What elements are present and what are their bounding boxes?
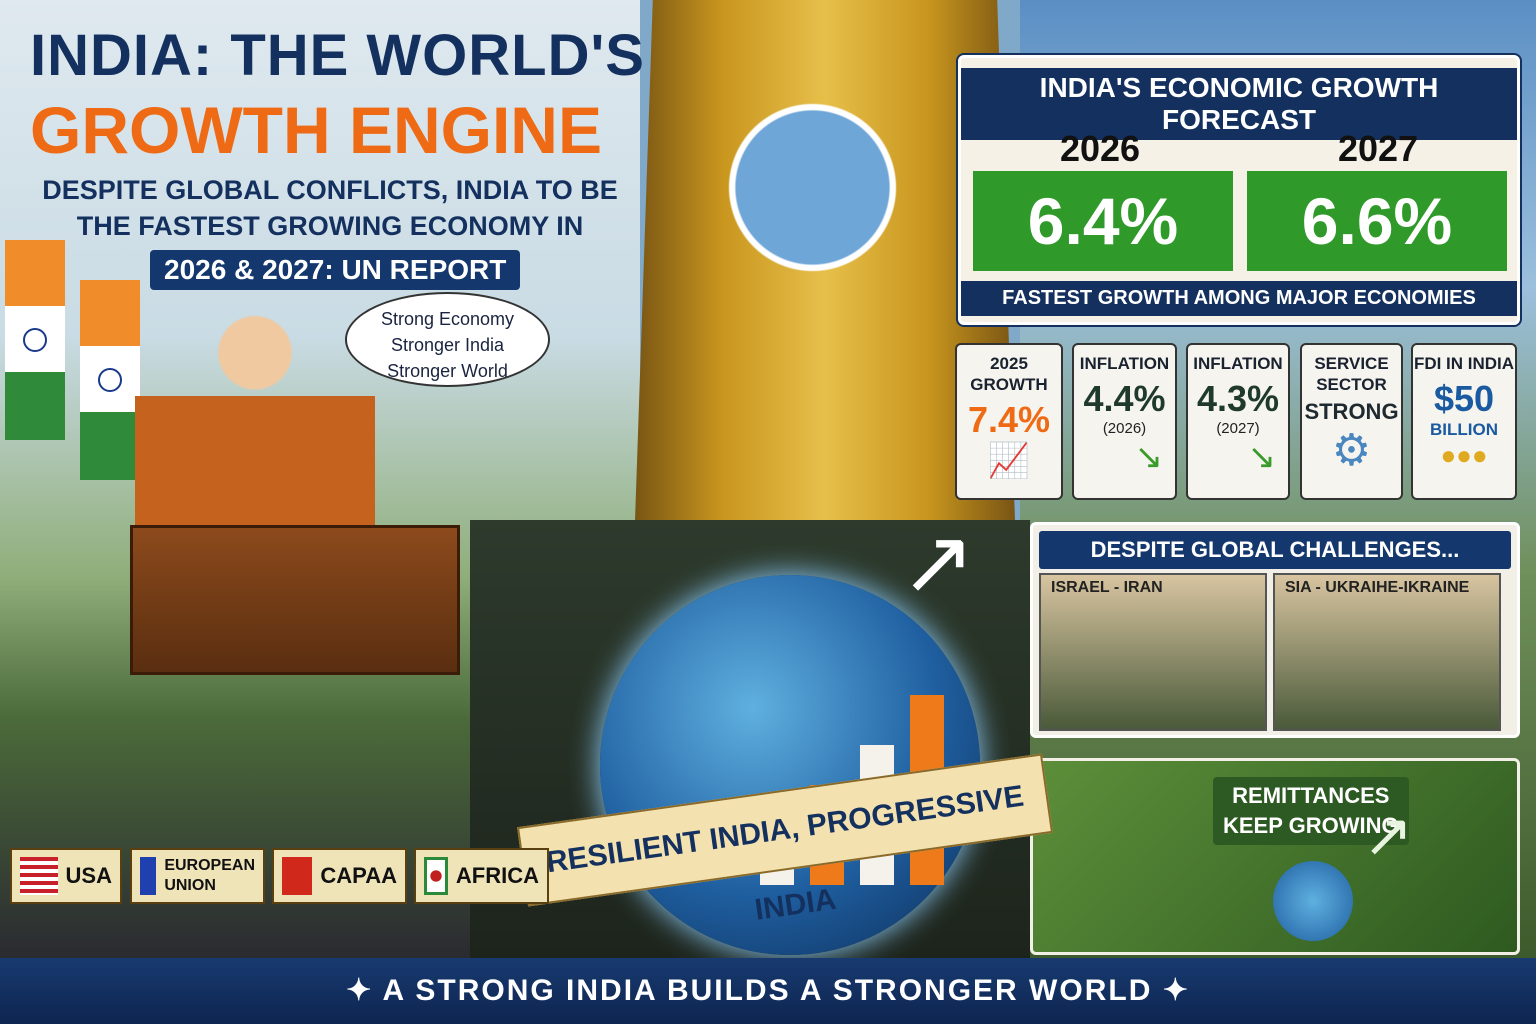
stat-value: 4.4%: [1083, 378, 1166, 419]
arrow-up-icon: ↗: [900, 510, 976, 615]
bubble-line: Stronger World: [387, 361, 508, 381]
subtitle: DESPITE GLOBAL CONFLICTS, INDIA TO BE TH…: [42, 175, 618, 241]
stat-sub: (2026): [1102, 420, 1147, 437]
forecast-footer: FASTEST GROWTH AMONG MAJOR ECONOMIES: [961, 281, 1517, 316]
conflict-scene: ISRAEL - IRAN: [1039, 573, 1267, 731]
flag-icon: [424, 857, 448, 895]
arrow-down-icon: ↘: [1134, 438, 1164, 476]
title-line2: GROWTH ENGINE: [30, 93, 602, 167]
india-flag: [80, 280, 140, 480]
un-emblem: [700, 75, 925, 300]
stat-value: $50: [1433, 378, 1495, 419]
speaker-figure: [135, 300, 375, 540]
stat-heading: SERVICE SECTOR: [1314, 354, 1389, 394]
globe-icon: [1273, 861, 1353, 941]
stat-sub: (2027): [1216, 420, 1260, 437]
bubble-line: Strong Economy: [380, 309, 515, 329]
footer-banner: ✦ A STRONG INDIA BUILDS A STRONGER WORLD…: [0, 958, 1536, 1024]
arrow-up-icon: ↗: [1363, 801, 1414, 871]
forecast-value: 6.6%: [1247, 171, 1507, 271]
remittances-line: REMITTANCES: [1232, 783, 1390, 808]
arrow-down-icon: ↘: [1247, 438, 1277, 476]
stat-card: 2025 GROWTH 7.4% 📈: [955, 343, 1063, 500]
podium: [130, 525, 460, 675]
stat-heading: 2025 GROWTH: [970, 354, 1048, 394]
challenges-title: DESPITE GLOBAL CHALLENGES...: [1039, 531, 1511, 569]
speech-bubble: Strong Economy Stronger India Stronger W…: [345, 292, 550, 387]
coins-icon: ●●●: [1440, 440, 1488, 470]
nameplate-label: AFRICA: [455, 863, 539, 888]
nameplate: AFRICA: [414, 848, 549, 904]
remittances-label: REMITTANCES KEEP GROWING: [1213, 777, 1409, 845]
stat-card: FDI IN INDIA $50 BILLION ●●●: [1411, 343, 1517, 500]
challenges-panel: DESPITE GLOBAL CHALLENGES... ISRAEL - IR…: [1030, 522, 1520, 738]
gear-person-icon: ⚙: [1331, 426, 1372, 475]
stat-heading: INFLATION: [1193, 354, 1283, 373]
forecast-title: INDIA'S ECONOMIC GROWTH FORECAST: [961, 68, 1517, 140]
stat-card: INFLATION 4.3% (2027) ↘: [1186, 343, 1290, 500]
title-line1: INDIA: THE WORLD'S: [30, 23, 645, 88]
forecast-year: 2027: [1337, 128, 1419, 169]
nameplate-label: CAPAA: [320, 863, 397, 888]
usa-flag-icon: [20, 857, 58, 895]
stat-heading: INFLATION: [1079, 354, 1170, 373]
stat-heading: FDI IN INDIA: [1413, 354, 1515, 373]
nameplate: EUROPEAN UNION: [130, 848, 265, 904]
eu-flag-icon: [140, 857, 157, 895]
remittances-line: KEEP GROWING: [1223, 813, 1399, 838]
conflict-scene: SIA - UKRAIHE-IKRAINE: [1273, 573, 1501, 731]
chakra-icon: [98, 368, 122, 392]
bar-chart-up-icon: 📈: [987, 442, 1031, 480]
remittances-panel: REMITTANCES KEEP GROWING ↗: [1030, 758, 1520, 955]
subtitle-pill: 2026 & 2027: UN REPORT: [150, 250, 521, 290]
india-flag: [5, 240, 65, 440]
nameplate-label: USA: [65, 863, 112, 888]
forecast-year: 2026: [1059, 128, 1141, 169]
china-flag-icon: [282, 857, 313, 895]
forecast-panel: INDIA'S ECONOMIC GROWTH FORECAST 2026 20…: [958, 55, 1520, 325]
forecast-value: 6.4%: [973, 171, 1233, 271]
stat-value: 7.4%: [967, 399, 1051, 440]
chakra-icon: [23, 328, 47, 352]
footer-text: A STRONG INDIA BUILDS A STRONGER WORLD: [382, 974, 1153, 1007]
stat-card: SERVICE SECTOR STRONG ⚙: [1300, 343, 1403, 500]
nameplate: USA: [10, 848, 122, 904]
nameplate: CAPAA: [272, 848, 407, 904]
stat-card: INFLATION 4.4% (2026) ↘: [1072, 343, 1177, 500]
stat-value: 4.3%: [1196, 378, 1280, 419]
stat-value: STRONG: [1304, 399, 1399, 424]
nameplate-label: EUROPEAN UNION: [164, 857, 255, 894]
bubble-line: Stronger India: [390, 335, 505, 355]
stat-sub: BILLION: [1430, 420, 1498, 439]
